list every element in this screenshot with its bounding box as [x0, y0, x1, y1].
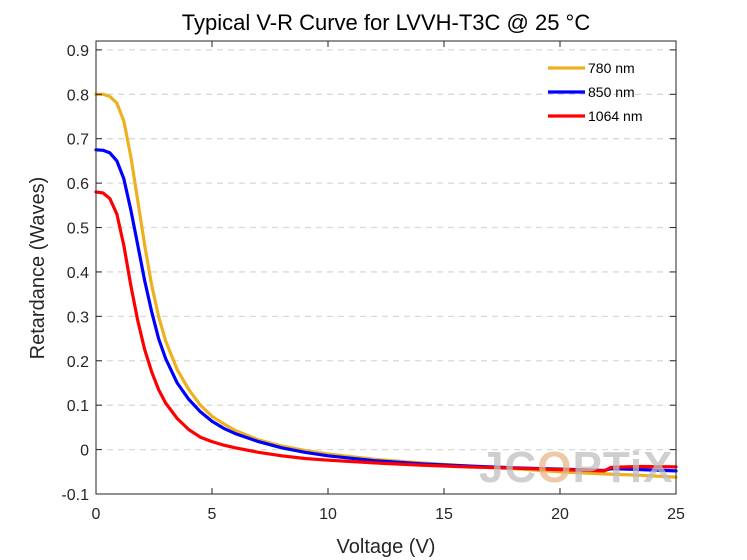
legend-label-1: 850 nm [588, 84, 635, 100]
x-tick-label: 10 [319, 506, 337, 523]
plot-frame [95, 40, 677, 495]
x-tick-label: 20 [551, 506, 569, 523]
y-tick-label: 0.6 [67, 176, 89, 193]
y-tick-label: 0.2 [67, 354, 89, 371]
watermark-text-2: O [537, 443, 572, 492]
y-tick-label: 0.8 [67, 87, 89, 104]
watermark-text-1: JC [479, 443, 537, 492]
gridlines [96, 49, 676, 451]
svg-text:JCOPTiX: JCOPTiX [479, 443, 674, 492]
series-line-2 [94, 190, 678, 473]
y-tick-label: 0.9 [67, 43, 89, 60]
y-tick-label: 0.3 [67, 309, 89, 326]
series-line-0 [94, 92, 678, 479]
legend-label-2: 1064 nm [588, 108, 642, 124]
axis-ticks [95, 41, 677, 495]
watermark-text-3: PTiX [572, 443, 673, 492]
y-tick-label: 0.7 [67, 132, 89, 149]
y-tick-label: 0.1 [67, 398, 89, 415]
y-axis-title: Retardance (Waves) [27, 177, 49, 360]
legend-label-0: 780 nm [588, 60, 635, 76]
chart-title: Typical V-R Curve for LVVH-T3C @ 25 °C [182, 10, 591, 35]
y-tick-label: 0.5 [67, 221, 89, 238]
y-tick-label: -0.1 [61, 487, 89, 504]
x-tick-label: 0 [92, 506, 101, 523]
x-tick-label: 15 [435, 506, 453, 523]
y-tick-label: 0.4 [67, 265, 89, 282]
tick-labels: -0.100.10.20.30.40.50.60.70.80.90 5 10 15 20… [61, 43, 685, 523]
y-tick-label: 0 [80, 443, 89, 460]
x-tick-label: 25 [667, 506, 685, 523]
series-layer [94, 92, 678, 479]
x-tick-label: 5 [208, 506, 217, 523]
x-axis-title: Voltage (V) [337, 536, 436, 558]
watermark: JCOPTiX [479, 443, 674, 492]
legend: 780 nm 850 nm 1064 nm [548, 60, 642, 124]
